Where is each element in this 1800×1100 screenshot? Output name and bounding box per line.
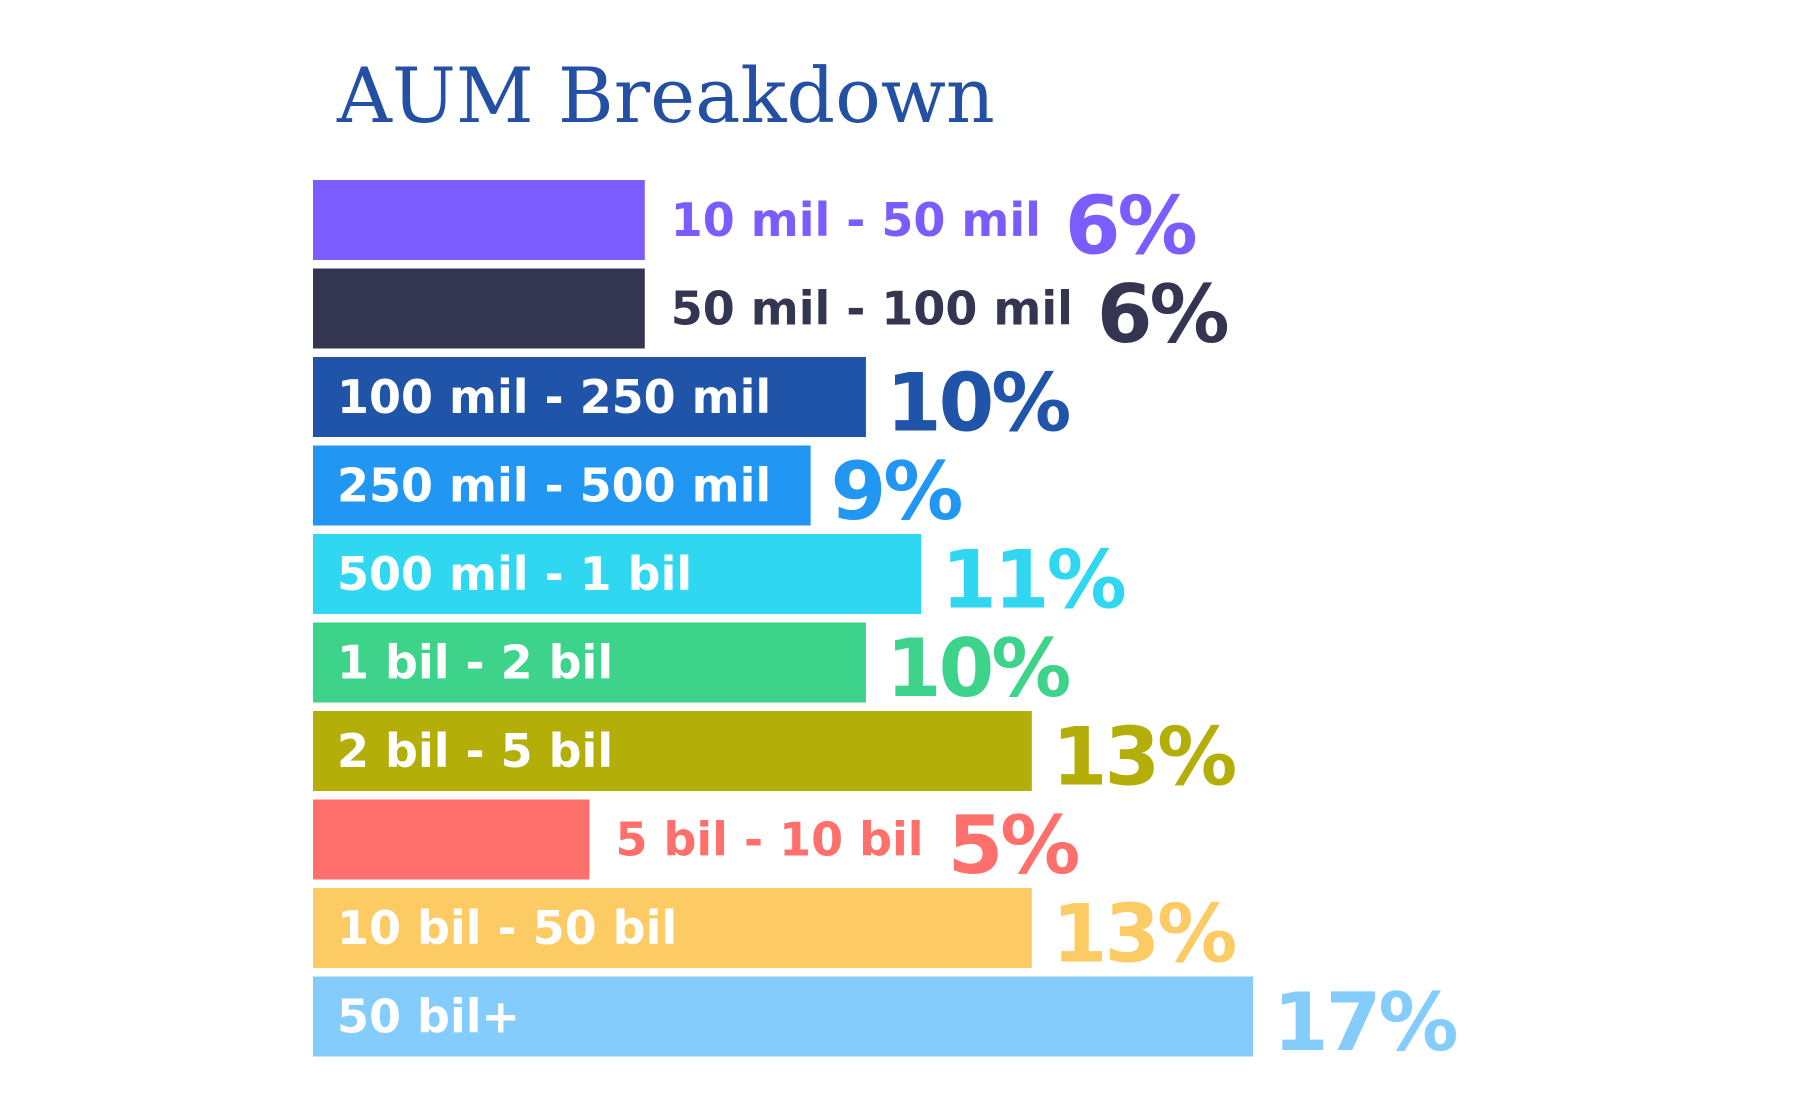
value-label-2: 6% [1097,268,1228,361]
bar-1 [313,180,645,260]
bar-label-10: 50 bil+ [337,990,520,1044]
bar-7 [313,711,1032,791]
bar-label-2: 50 mil - 100 mil [671,282,1073,336]
bar-label-4: 250 mil - 500 mil [337,459,771,513]
bar-label-6: 1 bil - 2 bil [337,636,613,690]
value-label-4: 9% [831,445,962,538]
value-label-1: 6% [1065,180,1196,273]
value-label-6: 10% [886,622,1069,715]
bar-8 [313,799,590,880]
value-label-10: 17% [1273,976,1456,1069]
chart-title: AUM Breakdown [336,51,995,140]
bar-9 [313,888,1032,968]
bar-3 [313,357,866,437]
bar-label-3: 100 mil - 250 mil [337,370,771,424]
bar-label-9: 10 bil - 50 bil [337,901,677,955]
bar-6 [313,622,866,703]
value-label-7: 13% [1052,711,1235,804]
bar-5 [313,534,922,614]
bar-2 [313,268,645,349]
bar-label-7: 2 bil - 5 bil [337,724,613,778]
bar-10 [313,976,1253,1057]
bar-label-5: 500 mil - 1 bil [337,547,692,601]
value-label-8: 5% [948,799,1079,892]
value-label-3: 10% [886,357,1069,450]
bar-label-1: 10 mil - 50 mil [671,193,1041,247]
value-label-9: 13% [1052,888,1235,981]
value-label-5: 11% [941,534,1124,627]
bars-group: 10 mil - 50 mil 6% 50 mil - 100 mil 6% 100 m… [313,180,1459,1069]
bar-4 [313,445,811,526]
bar-label-8: 5 bil - 10 bil [615,813,923,867]
